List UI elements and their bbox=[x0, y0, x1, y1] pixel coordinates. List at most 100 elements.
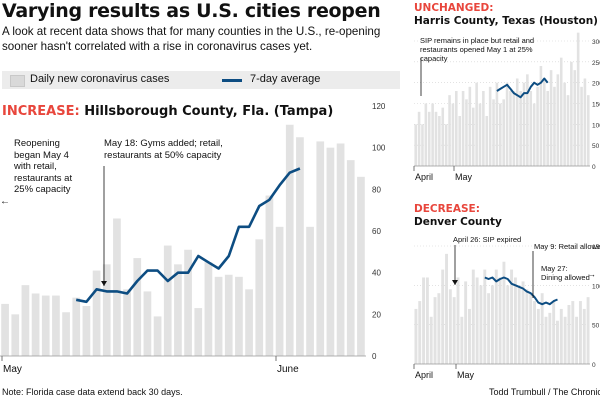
bar bbox=[532, 103, 536, 166]
bar bbox=[326, 147, 335, 356]
bar bbox=[422, 277, 426, 364]
footnote: Note: Florida case data extend back 30 d… bbox=[2, 387, 183, 397]
bar bbox=[549, 70, 553, 166]
annotation-may-9: May 9: Retail allowed bbox=[534, 242, 600, 251]
y-tick-label: 100 bbox=[592, 122, 600, 129]
seven-day-average-line bbox=[484, 276, 558, 306]
bar bbox=[471, 269, 475, 364]
bar bbox=[478, 103, 482, 166]
bar bbox=[571, 301, 575, 364]
bar bbox=[548, 312, 552, 364]
bar bbox=[505, 82, 509, 166]
bar bbox=[434, 111, 438, 166]
annotation-april-26: April 26: SIP expired bbox=[453, 235, 522, 244]
bar bbox=[455, 91, 458, 166]
bar bbox=[517, 285, 521, 364]
chart-title-hillsborough: INCREASE: Hillsborough County, Fla. (Tam… bbox=[2, 104, 333, 119]
status-increase: INCREASE: bbox=[2, 104, 80, 119]
y-tick-label: 0 bbox=[372, 352, 377, 361]
bar bbox=[316, 141, 325, 356]
bar bbox=[566, 95, 570, 166]
bar bbox=[529, 293, 533, 364]
bar bbox=[509, 91, 512, 166]
bar bbox=[479, 285, 483, 364]
y-tick-label: 50 bbox=[592, 143, 600, 150]
x-tick-label: June bbox=[277, 364, 299, 375]
legend-line-label: 7-day average bbox=[250, 73, 321, 85]
bar bbox=[204, 262, 213, 356]
bar bbox=[464, 281, 468, 364]
bar bbox=[526, 74, 529, 166]
bar bbox=[441, 107, 445, 166]
bar bbox=[483, 269, 487, 364]
bar bbox=[82, 306, 91, 356]
bar bbox=[586, 297, 590, 364]
y-tick-label: 120 bbox=[372, 102, 386, 111]
bar bbox=[433, 297, 437, 364]
bar bbox=[533, 301, 536, 364]
chart-title-denver: DECREASE: Denver County bbox=[414, 203, 502, 229]
bar bbox=[522, 82, 526, 166]
bar bbox=[163, 245, 172, 356]
y-tick-label: 150 bbox=[592, 244, 600, 251]
bar bbox=[431, 103, 434, 166]
bar bbox=[460, 316, 464, 364]
bar bbox=[275, 226, 284, 356]
chart-harris: 0 50 100 150 200 250 300 April May bbox=[413, 32, 600, 182]
bar bbox=[563, 82, 566, 166]
bar bbox=[235, 276, 243, 356]
bar bbox=[113, 218, 121, 356]
bar bbox=[556, 320, 559, 364]
bar bbox=[559, 308, 563, 364]
bar bbox=[540, 293, 544, 364]
credit: Todd Trumbull / The Chronicle bbox=[489, 387, 600, 397]
bar bbox=[265, 195, 274, 356]
y-tick-label: 300 bbox=[592, 39, 600, 46]
bar bbox=[575, 316, 579, 364]
bar bbox=[123, 289, 131, 356]
x-tick-label: May bbox=[457, 370, 475, 380]
bar bbox=[475, 82, 478, 166]
bar bbox=[573, 70, 577, 166]
bar bbox=[494, 269, 498, 364]
annotation-may-18: May 18: Gyms added; retail, restaurants … bbox=[104, 138, 223, 161]
x-tick-label: April bbox=[415, 370, 433, 380]
y-tick-label: 20 bbox=[372, 310, 381, 319]
chart-denver: 0 50 100 150 April May bbox=[413, 244, 600, 380]
bar bbox=[506, 285, 510, 364]
bar bbox=[255, 239, 264, 356]
legend-bars-label: Daily new coronavirus cases bbox=[30, 73, 170, 85]
bar bbox=[471, 107, 475, 166]
bar bbox=[502, 261, 506, 364]
bar bbox=[510, 269, 514, 364]
y-tick-label: 150 bbox=[592, 102, 600, 109]
y-tick-label: 50 bbox=[592, 323, 600, 330]
bar bbox=[444, 124, 448, 166]
bar bbox=[475, 277, 479, 364]
y-tick-label: 250 bbox=[592, 60, 600, 67]
bar bbox=[515, 78, 519, 166]
bar bbox=[72, 297, 81, 356]
bar bbox=[452, 297, 456, 364]
bar bbox=[543, 78, 546, 166]
bar bbox=[429, 316, 433, 364]
bar bbox=[445, 253, 448, 364]
annotation-may-27: May 27: Dining allowed bbox=[541, 264, 590, 282]
bar bbox=[174, 264, 182, 356]
bar bbox=[495, 82, 499, 166]
bar bbox=[544, 316, 548, 364]
bar bbox=[519, 91, 522, 166]
bar bbox=[143, 291, 152, 356]
x-tick-label: May bbox=[3, 364, 22, 375]
bar bbox=[421, 124, 424, 166]
bar bbox=[512, 91, 516, 166]
bar bbox=[336, 143, 345, 356]
bar bbox=[468, 308, 471, 364]
bar bbox=[482, 91, 485, 166]
bar bbox=[448, 289, 452, 364]
bar bbox=[502, 99, 505, 166]
bar bbox=[296, 137, 304, 356]
bar bbox=[224, 274, 233, 356]
bar bbox=[437, 293, 441, 364]
